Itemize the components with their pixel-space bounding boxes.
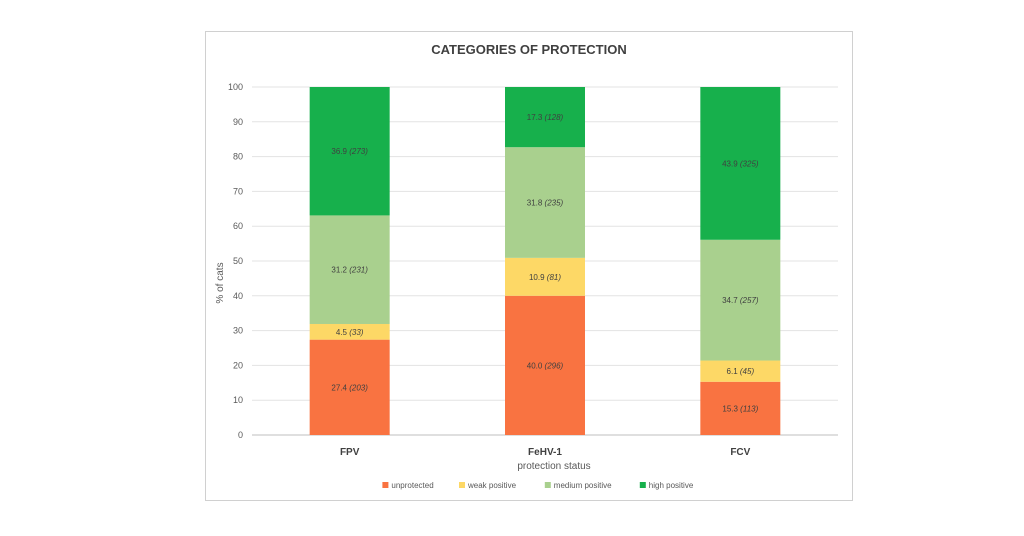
data-label: 4.5 (33) xyxy=(336,328,364,337)
bar-segment-medium-positive-fehv-1 xyxy=(505,147,585,258)
y-axis-ticks: 0 10 20 30 40 50 60 70 80 90 100 xyxy=(228,82,243,440)
data-label-value: 6.1 xyxy=(727,367,740,376)
data-label: 40.0 (296) xyxy=(527,361,564,370)
bar-segment-unprotected-fcv xyxy=(700,381,781,435)
bar-segment-unprotected-fehv-1 xyxy=(505,295,585,435)
legend-label: high positive xyxy=(649,481,694,490)
data-label-value: 31.2 xyxy=(331,266,349,275)
bar-segment-high-positive-fpv xyxy=(309,87,390,216)
data-label: 31.8 (235) xyxy=(527,199,564,208)
data-label-count: (33) xyxy=(349,328,364,337)
data-label-count: (128) xyxy=(545,113,564,122)
data-label-count: (81) xyxy=(547,273,562,282)
data-label-count: (45) xyxy=(740,367,755,376)
y-tick-label: 60 xyxy=(233,221,243,231)
legend-swatch xyxy=(459,482,465,488)
y-tick-label: 0 xyxy=(238,430,243,440)
legend-swatch xyxy=(639,482,646,488)
data-label-count: (257) xyxy=(740,296,759,305)
y-tick-label: 30 xyxy=(233,326,243,336)
bar-segment-high-positive-fehv-1 xyxy=(505,87,585,148)
y-tick-label: 20 xyxy=(233,360,243,370)
data-label-value: 31.8 xyxy=(527,199,545,208)
data-label: 34.7 (257) xyxy=(722,296,759,305)
bars: 27.4 (203) 4.5 (33) 31.2 (231) 36.9 (273) 40… xyxy=(309,87,781,435)
legend-label: unprotected xyxy=(391,481,433,490)
legend-swatch xyxy=(544,482,551,488)
data-label-count: (296) xyxy=(545,361,564,370)
bar-segment-weak-positive-fcv xyxy=(700,360,781,382)
chart-frame: CATEGORIES OF PROTECTION 0 10 20 30 40 50 60 70… xyxy=(205,31,853,501)
y-tick-label: 50 xyxy=(233,256,243,266)
data-label-value: 17.3 xyxy=(527,113,545,122)
data-label-count: (231) xyxy=(349,266,368,275)
legend-label: weak positive xyxy=(467,481,517,490)
y-tick-label: 80 xyxy=(233,152,243,162)
data-label-value: 15.3 xyxy=(722,404,740,413)
bar-segment-high-positive-fcv xyxy=(700,87,781,240)
data-label-value: 34.7 xyxy=(722,296,740,305)
stacked-bar-chart: CATEGORIES OF PROTECTION 0 10 20 30 40 50 60 70… xyxy=(215,42,838,490)
data-label-value: 10.9 xyxy=(529,273,547,282)
data-label-value: 36.9 xyxy=(331,147,349,156)
legend-label: medium positive xyxy=(554,481,612,490)
data-label-count: (113) xyxy=(740,404,758,413)
y-tick-label: 40 xyxy=(233,291,243,301)
x-category-label: FPV xyxy=(340,447,360,458)
x-category-label: FCV xyxy=(730,447,750,458)
bar-segment-unprotected-fpv xyxy=(309,339,390,435)
legend-swatch xyxy=(382,482,389,488)
bar-segment-medium-positive-fpv xyxy=(309,215,390,324)
bar-segment-weak-positive-fehv-1 xyxy=(505,257,585,296)
data-label-count: (235) xyxy=(545,199,564,208)
legend: unprotected weak positive medium positive h… xyxy=(382,481,694,490)
y-tick-label: 70 xyxy=(233,186,243,196)
data-label: 6.1 (45) xyxy=(727,367,755,376)
data-label-value: 27.4 xyxy=(331,383,349,392)
data-label: 10.9 (81) xyxy=(529,273,561,282)
bar-segment-weak-positive-fpv xyxy=(309,323,390,340)
data-label-count: (203) xyxy=(349,383,368,392)
y-tick-label: 100 xyxy=(228,82,243,92)
data-label: 15.3 (113) xyxy=(722,404,758,413)
y-axis-title: % of cats xyxy=(215,262,226,303)
data-label: 31.2 (231) xyxy=(331,266,368,275)
data-label: 43.9 (325) xyxy=(722,159,759,168)
data-label-count: (273) xyxy=(349,147,368,156)
data-label-value: 43.9 xyxy=(722,159,740,168)
bar-segment-medium-positive-fcv xyxy=(700,239,781,361)
data-label: 17.3 (128) xyxy=(527,113,564,122)
y-tick-label: 90 xyxy=(233,117,243,127)
x-axis-title: protection status xyxy=(517,461,590,472)
y-tick-label: 10 xyxy=(233,395,243,405)
data-label-value: 4.5 xyxy=(336,328,349,337)
data-label-value: 40.0 xyxy=(527,361,545,370)
x-axis-categories: FPV FeHV-1 FCV xyxy=(340,447,751,458)
data-label-count: (325) xyxy=(740,159,759,168)
x-category-label: FeHV-1 xyxy=(528,447,562,458)
chart-title: CATEGORIES OF PROTECTION xyxy=(431,42,627,57)
data-label: 36.9 (273) xyxy=(331,147,368,156)
data-label: 27.4 (203) xyxy=(331,383,368,392)
